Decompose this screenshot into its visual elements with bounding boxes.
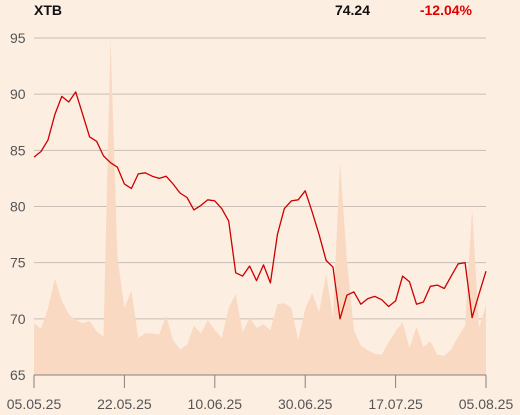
y-tick-label: 95 xyxy=(10,30,26,46)
x-tick-label: 05.08.25 xyxy=(459,396,514,412)
y-axis-ticks: 65 70 75 80 85 90 95 xyxy=(10,30,26,383)
x-tick-label: 05.05.25 xyxy=(7,396,62,412)
x-tick-label: 17.07.25 xyxy=(368,396,423,412)
x-tick-label: 22.05.25 xyxy=(97,396,152,412)
volume-area-layer xyxy=(34,38,486,375)
volume-area xyxy=(34,38,486,375)
header: XTB 74.24 -12.04% xyxy=(0,0,520,22)
y-tick-label: 65 xyxy=(10,367,26,383)
gridlines xyxy=(34,37,486,320)
x-tick-label: 30.06.25 xyxy=(278,396,333,412)
y-tick-label: 75 xyxy=(10,255,26,271)
x-axis: 05.05.25 22.05.25 10.06.25 30.06.25 17.07.25… xyxy=(7,374,514,412)
price-line-layer xyxy=(33,91,487,320)
ticker-symbol: XTB xyxy=(34,2,62,18)
y-tick-label: 70 xyxy=(10,311,26,327)
y-tick-label: 90 xyxy=(10,86,26,102)
y-tick-label: 80 xyxy=(10,199,26,215)
price-change: -12.04% xyxy=(419,2,472,18)
x-tick-label: 10.06.25 xyxy=(188,396,243,412)
y-tick-label: 85 xyxy=(10,142,26,158)
price-line xyxy=(33,91,487,320)
last-price: 74.24 xyxy=(334,2,370,18)
